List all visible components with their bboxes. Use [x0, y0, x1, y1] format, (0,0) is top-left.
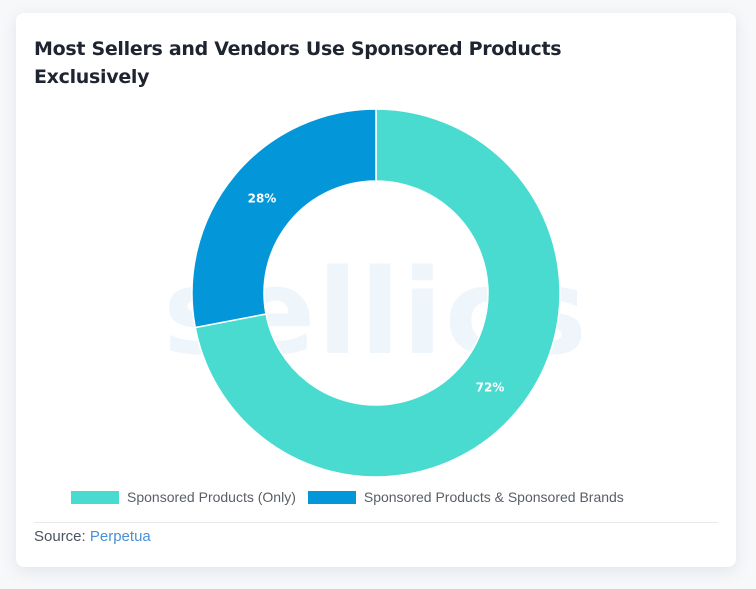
legend-label: Sponsored Products (Only)	[127, 489, 296, 505]
donut-slice[interactable]	[191, 108, 377, 329]
chart-legend: Sponsored Products (Only) Sponsored Prod…	[71, 489, 636, 505]
source-link[interactable]: Perpetua	[89, 528, 151, 545]
source-line: Source: Perpetua	[34, 528, 151, 545]
divider	[34, 522, 718, 523]
donut-slice[interactable]	[194, 108, 561, 478]
legend-item-sp-only[interactable]: Sponsored Products (Only)	[71, 489, 296, 505]
legend-swatch	[71, 490, 119, 504]
legend-item-sp-sb[interactable]: Sponsored Products & Sponsored Brands	[307, 489, 624, 505]
slice-label-sp-sb: 28%	[248, 192, 277, 206]
legend-label: Sponsored Products & Sponsored Brands	[363, 489, 624, 505]
legend-swatch	[307, 490, 356, 504]
chart-title: Most Sellers and Vendors Use Sponsored P…	[34, 38, 562, 88]
donut-slices	[191, 108, 561, 478]
slice-label-sp-only: 72%	[476, 380, 505, 394]
donut-chart: sellics 72%28%	[163, 108, 587, 478]
chart-card: Most Sellers and Vendors Use Sponsored P…	[16, 13, 736, 567]
source-label: Source:	[34, 528, 86, 545]
